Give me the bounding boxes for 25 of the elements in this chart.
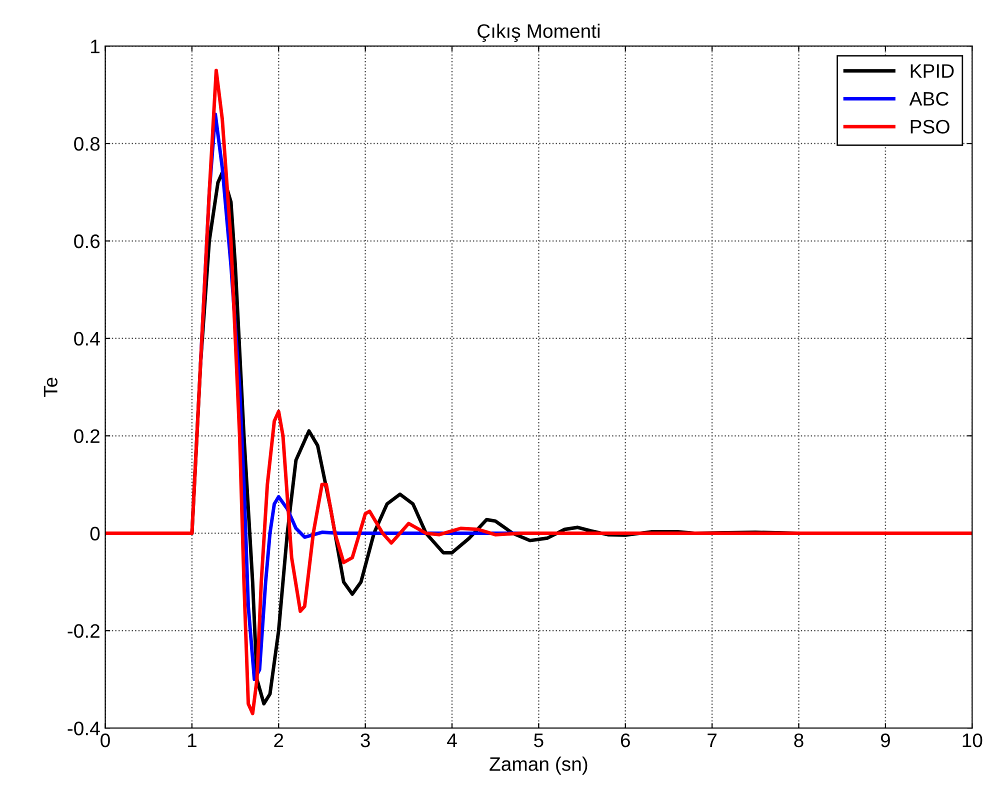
x-tick-label: 8 bbox=[794, 733, 804, 748]
legend-label: ABC bbox=[909, 92, 948, 106]
chart-title: Çıkış Momenti bbox=[478, 24, 600, 42]
x-tick-label: 6 bbox=[620, 733, 630, 748]
x-tick-label: 1 bbox=[188, 734, 196, 748]
y-tick-label: 1 bbox=[91, 40, 100, 54]
y-tick-label: -0.2 bbox=[68, 624, 100, 638]
legend-label: PSO bbox=[910, 120, 950, 134]
x-tick-label: 9 bbox=[880, 733, 890, 748]
x-tick-label: 3 bbox=[360, 733, 370, 748]
x-tick-label: 5 bbox=[534, 734, 544, 748]
x-tick-label: 0 bbox=[100, 733, 110, 748]
y-tick-label: 0.6 bbox=[74, 234, 100, 248]
y-tick-label: 0 bbox=[90, 526, 100, 540]
legend-label: KPID bbox=[910, 64, 954, 78]
y-axis-title: Te bbox=[44, 378, 58, 397]
y-tick-label: 0.8 bbox=[74, 137, 100, 151]
x-tick-label: 4 bbox=[447, 734, 457, 748]
x-tick-label: 7 bbox=[708, 734, 717, 748]
x-tick-label: 10 bbox=[962, 733, 982, 748]
x-tick-label: 2 bbox=[274, 733, 284, 748]
y-tick-label: 0.2 bbox=[74, 429, 100, 444]
y-tick-label: 0.4 bbox=[74, 332, 100, 346]
x-axis-title: Zaman (sn) bbox=[490, 756, 588, 775]
y-tick-label: -0.4 bbox=[68, 722, 100, 736]
